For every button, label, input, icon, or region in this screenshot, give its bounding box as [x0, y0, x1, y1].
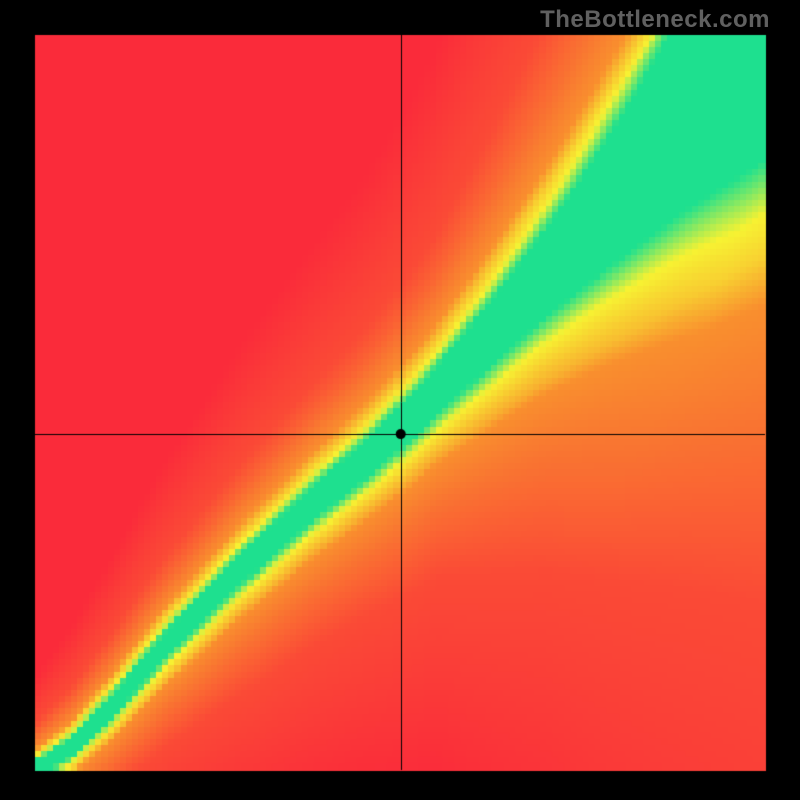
source-watermark: TheBottleneck.com	[540, 6, 770, 34]
bottleneck-heatmap-canvas	[0, 0, 800, 800]
chart-container: TheBottleneck.com	[0, 0, 800, 800]
